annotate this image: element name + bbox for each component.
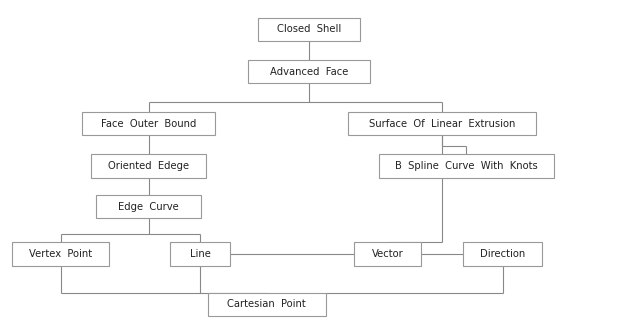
Text: Line: Line xyxy=(190,249,210,259)
FancyBboxPatch shape xyxy=(379,154,554,178)
Text: Cartesian  Point: Cartesian Point xyxy=(227,299,306,309)
Text: Surface  Of  Linear  Extrusion: Surface Of Linear Extrusion xyxy=(369,119,515,129)
Text: Face  Outer  Bound: Face Outer Bound xyxy=(101,119,196,129)
FancyBboxPatch shape xyxy=(349,112,536,135)
FancyBboxPatch shape xyxy=(355,242,421,266)
FancyBboxPatch shape xyxy=(464,242,542,266)
Text: Closed  Shell: Closed Shell xyxy=(277,24,341,34)
Text: Advanced  Face: Advanced Face xyxy=(270,67,348,77)
Text: Edge  Curve: Edge Curve xyxy=(118,202,179,212)
FancyBboxPatch shape xyxy=(248,60,370,83)
FancyBboxPatch shape xyxy=(96,195,201,218)
FancyBboxPatch shape xyxy=(12,242,109,266)
Text: Vector: Vector xyxy=(372,249,404,259)
Text: Direction: Direction xyxy=(480,249,525,259)
FancyBboxPatch shape xyxy=(258,18,360,41)
FancyBboxPatch shape xyxy=(170,242,231,266)
FancyBboxPatch shape xyxy=(91,154,206,178)
FancyBboxPatch shape xyxy=(208,292,326,316)
FancyBboxPatch shape xyxy=(82,112,215,135)
Text: Vertex  Point: Vertex Point xyxy=(29,249,92,259)
Text: Oriented  Edege: Oriented Edege xyxy=(108,161,189,171)
Text: B  Spline  Curve  With  Knots: B Spline Curve With Knots xyxy=(395,161,538,171)
